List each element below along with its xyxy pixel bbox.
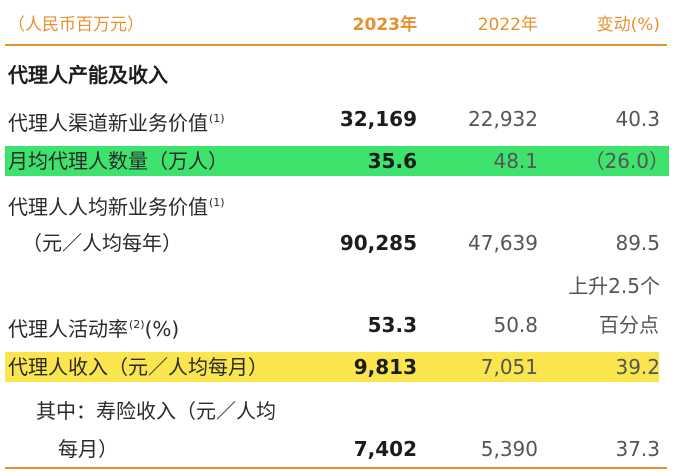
header-rule (5, 44, 667, 46)
row-label: 代理人渠道新业务价值(1) (8, 111, 225, 135)
row-label-line2: 每月） (58, 437, 118, 461)
value-2022: 48.1 (493, 149, 538, 173)
value-change: 39.2 (615, 355, 660, 379)
bottom-rule (5, 467, 667, 469)
row-highlight-yellow (5, 352, 659, 382)
unit-label: （人民币百万元） (8, 15, 144, 35)
row-label-line2: （元／人均每年） (22, 231, 182, 255)
row-label: 代理人收入（元／人均每月） (8, 355, 268, 379)
column-header-2022: 2022年 (477, 15, 538, 35)
row-label-line1: 代理人人均新业务价值(1) (8, 195, 225, 219)
value-2023: 9,813 (353, 355, 417, 379)
value-change-line1: 上升2.5个 (568, 274, 660, 298)
section-title: 代理人产能及收入 (8, 63, 168, 87)
value-2022: 5,390 (480, 437, 538, 461)
row-label-line1: 其中：寿险收入（元／人均 (36, 399, 276, 423)
value-2022: 22,932 (468, 107, 538, 131)
value-change: （26.0） (584, 149, 669, 173)
value-2022: 50.8 (493, 313, 538, 337)
value-change: 40.3 (615, 107, 660, 131)
value-2023: 32,169 (339, 107, 417, 131)
row-highlight-green (5, 146, 669, 176)
value-change: 37.3 (615, 437, 660, 461)
value-2023: 35.6 (367, 149, 417, 173)
value-2023: 90,285 (339, 231, 417, 255)
value-change-line2: 百分点 (599, 313, 659, 337)
column-header-2023: 2023年 (352, 15, 417, 35)
value-change: 89.5 (615, 231, 660, 255)
value-2022: 47,639 (468, 231, 538, 255)
column-header-change: 变动(%) (596, 15, 660, 35)
value-2023: 53.3 (367, 313, 417, 337)
value-2023: 7,402 (353, 437, 417, 461)
value-2022: 7,051 (480, 355, 538, 379)
row-label: 代理人活动率(2)(%) (8, 317, 180, 341)
row-label: 月均代理人数量（万人） (8, 149, 228, 173)
